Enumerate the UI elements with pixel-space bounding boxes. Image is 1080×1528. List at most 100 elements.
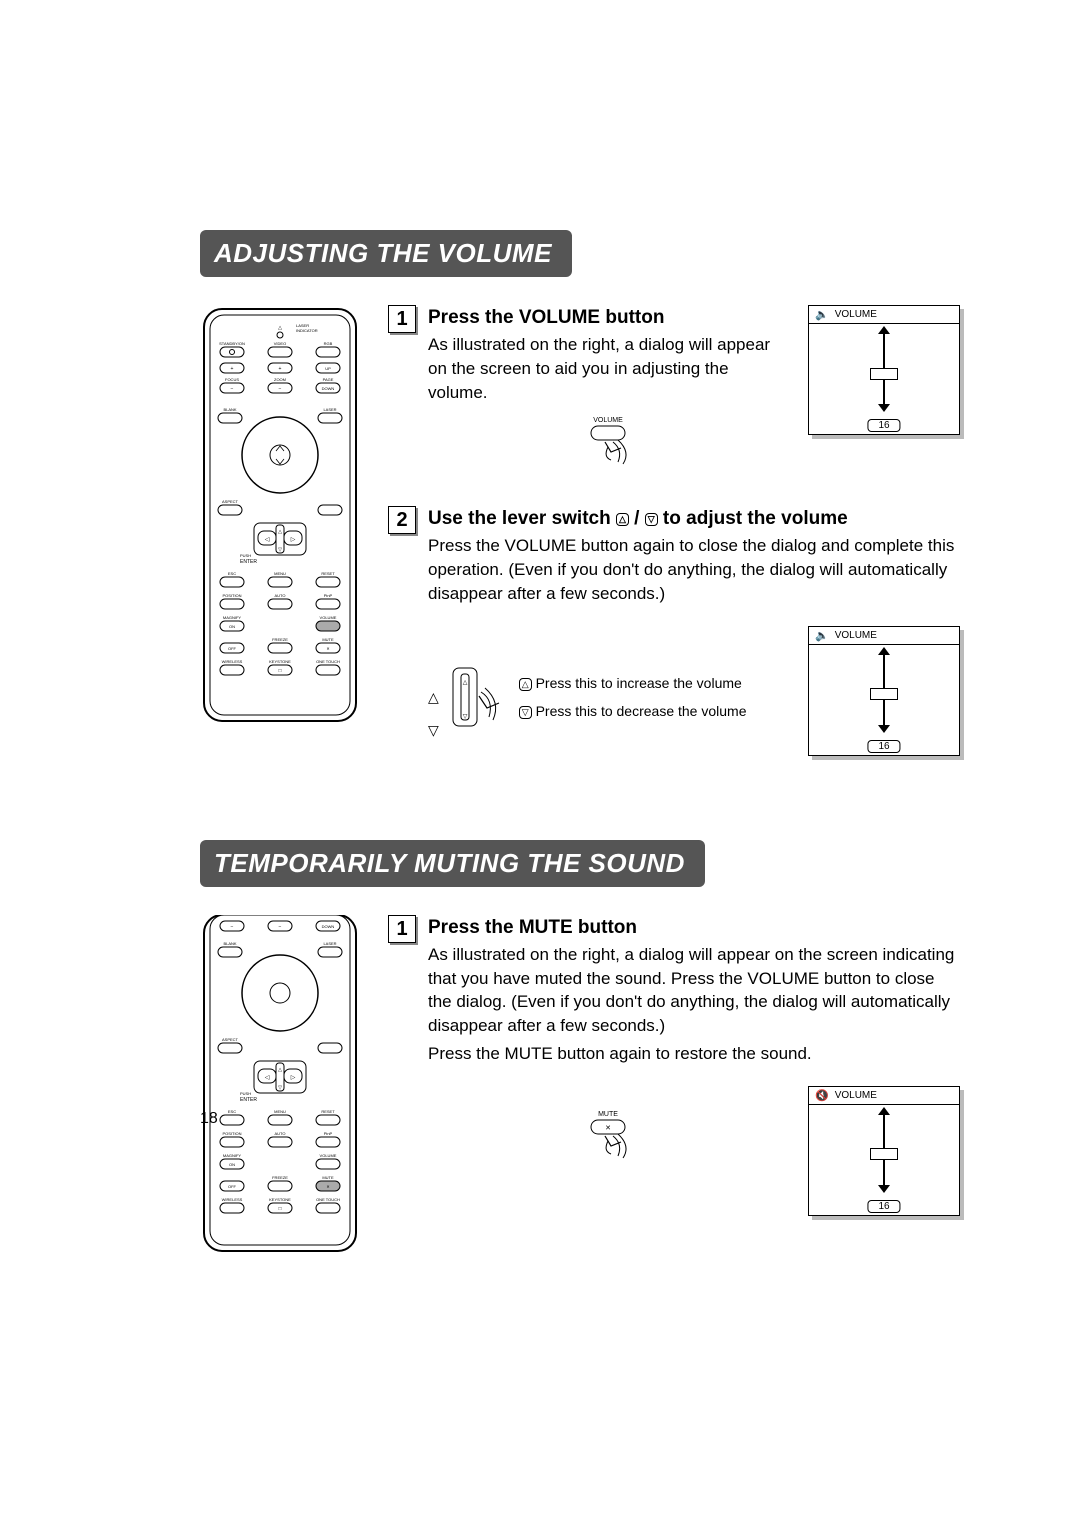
svg-text:DOWN: DOWN <box>322 924 335 929</box>
dialog-value: 16 <box>867 1200 900 1213</box>
svg-text:PUSH: PUSH <box>240 1091 251 1096</box>
step-number: 1 <box>388 915 416 943</box>
mute-icon <box>815 1089 829 1102</box>
svg-text:VIDEO: VIDEO <box>274 341 286 346</box>
svg-text:✕: ✕ <box>326 646 329 651</box>
step-text: As illustrated on the right, a dialog wi… <box>428 333 788 404</box>
svg-text:ENTER: ENTER <box>240 1097 257 1103</box>
svg-text:LASER: LASER <box>323 407 336 412</box>
svg-text:MENU: MENU <box>274 571 286 576</box>
svg-text:ESC: ESC <box>228 1109 236 1114</box>
svg-text:◁: ◁ <box>265 537 270 543</box>
svg-text:+: + <box>279 366 282 372</box>
svg-text:KEYSTONE: KEYSTONE <box>269 659 291 664</box>
increase-text: Press this to increase the volume <box>536 675 742 691</box>
svg-text:VOLUME: VOLUME <box>320 1153 337 1158</box>
svg-text:▷: ▷ <box>291 1075 296 1081</box>
svg-text:△: △ <box>462 680 467 686</box>
svg-text:UP: UP <box>325 366 331 371</box>
step-title: Press the VOLUME button <box>428 307 788 329</box>
svg-text:−: − <box>279 386 282 392</box>
lever-press-icon: △ ▽ <box>449 662 509 732</box>
svg-text:PinP: PinP <box>324 1131 333 1136</box>
svg-text:BLANK: BLANK <box>223 941 236 946</box>
svg-text:▷: ▷ <box>291 537 296 543</box>
volume-dialog: VOLUME 16 <box>808 305 960 435</box>
volume-dialog-2: VOLUME 16 <box>808 626 960 756</box>
dialog-label: VOLUME <box>835 309 877 320</box>
svg-text:KEYSTONE: KEYSTONE <box>269 1197 291 1202</box>
svg-text:−: − <box>279 924 282 930</box>
svg-text:▽: ▽ <box>462 714 467 720</box>
speaker-icon <box>815 308 829 321</box>
svg-text:□: □ <box>278 1206 281 1212</box>
svg-text:◁: ◁ <box>265 1075 270 1081</box>
step-title: Press the MUTE button <box>428 917 960 939</box>
remote-illustration-full: △ LASER INDICATOR STANDBY/ON VIDEO RGB +… <box>200 305 360 790</box>
svg-text:MAGNIFY: MAGNIFY <box>223 615 242 620</box>
svg-text:−: − <box>231 386 234 392</box>
svg-text:OFF: OFF <box>228 646 237 651</box>
svg-text:RESET: RESET <box>321 1109 335 1114</box>
svg-text:ENTER: ENTER <box>240 559 257 565</box>
svg-text:STANDBY/ON: STANDBY/ON <box>219 341 245 346</box>
speaker-icon <box>815 629 829 642</box>
svg-text:VOLUME: VOLUME <box>320 615 337 620</box>
press-volume-icon: VOLUME <box>563 412 653 467</box>
svg-text:ZOOM: ZOOM <box>274 377 286 382</box>
svg-text:OFF: OFF <box>228 1184 237 1189</box>
dialog-value: 16 <box>867 419 900 432</box>
svg-text:FREEZE: FREEZE <box>272 637 288 642</box>
svg-text:AUTO: AUTO <box>274 593 285 598</box>
section-adjust-volume: △ LASER INDICATOR STANDBY/ON VIDEO RGB +… <box>200 305 960 790</box>
svg-text:AUTO: AUTO <box>274 1131 285 1136</box>
up-triangle-icon: △ <box>428 689 439 706</box>
step-number: 1 <box>388 305 416 333</box>
svg-text:✕: ✕ <box>605 1125 611 1132</box>
svg-text:△: △ <box>278 325 282 331</box>
down-triangle-icon: ▽ <box>428 722 439 739</box>
svg-text:ASPECT: ASPECT <box>222 1037 239 1042</box>
svg-text:MUTE: MUTE <box>598 1111 618 1118</box>
svg-text:PUSH: PUSH <box>240 553 251 558</box>
page-number: 18 <box>200 1110 218 1128</box>
dialog-value: 16 <box>867 740 900 753</box>
svg-text:RGB: RGB <box>324 341 333 346</box>
step-1-volume: 1 Press the VOLUME button As illustrated… <box>388 305 960 472</box>
dialog-label: VOLUME <box>835 1090 877 1101</box>
svg-text:MUTE: MUTE <box>322 1175 334 1180</box>
svg-text:△: △ <box>278 529 282 535</box>
svg-text:▽: ▽ <box>278 547 282 553</box>
svg-text:ESC: ESC <box>228 571 236 576</box>
svg-text:FOCUS: FOCUS <box>225 377 239 382</box>
svg-text:−: − <box>231 924 234 930</box>
manual-page: ADJUSTING THE VOLUME △ LASER INDICATOR S… <box>0 0 1080 1528</box>
step-text: Press the VOLUME button again to close t… <box>428 534 960 605</box>
press-mute-icon: MUTE ✕ <box>563 1106 653 1161</box>
svg-text:ON: ON <box>229 624 235 629</box>
decrease-text: Press this to decrease the volume <box>536 703 747 719</box>
remote-illustration-lower: − − DOWN BLANK LASER ASPECT ◁ ▷ △ ▽ PUSH <box>200 915 360 1260</box>
mute-dialog: VOLUME 16 <box>808 1086 960 1216</box>
step-text: As illustrated on the right, a dialog wi… <box>428 943 960 1038</box>
svg-text:WIRELESS: WIRELESS <box>222 659 243 664</box>
step-text-2: Press the MUTE button again to restore t… <box>428 1042 960 1066</box>
svg-text:ASPECT: ASPECT <box>222 499 239 504</box>
section-header-mute: TEMPORARILY MUTING THE SOUND <box>200 840 705 887</box>
svg-text:PinP: PinP <box>324 593 333 598</box>
section-header-volume: ADJUSTING THE VOLUME <box>200 230 572 277</box>
remote-svg-full: △ LASER INDICATOR STANDBY/ON VIDEO RGB +… <box>200 305 360 725</box>
svg-text:✕: ✕ <box>326 1184 329 1189</box>
svg-text:LASER: LASER <box>323 941 336 946</box>
svg-text:ONE TOUCH: ONE TOUCH <box>316 659 340 664</box>
svg-text:VOLUME: VOLUME <box>593 417 623 424</box>
svg-text:RESET: RESET <box>321 571 335 576</box>
svg-text:WIRELESS: WIRELESS <box>222 1197 243 1202</box>
svg-text:MAGNIFY: MAGNIFY <box>223 1153 242 1158</box>
section-mute: − − DOWN BLANK LASER ASPECT ◁ ▷ △ ▽ PUSH <box>200 915 960 1260</box>
remote-svg-lower: − − DOWN BLANK LASER ASPECT ◁ ▷ △ ▽ PUSH <box>200 915 360 1255</box>
svg-text:FREEZE: FREEZE <box>272 1175 288 1180</box>
step-1-mute: 1 Press the MUTE button As illustrated o… <box>388 915 960 1216</box>
step-2-lever: 2 Use the lever switch △ / ▽ to adjust t… <box>388 506 960 755</box>
step-number: 2 <box>388 506 416 534</box>
